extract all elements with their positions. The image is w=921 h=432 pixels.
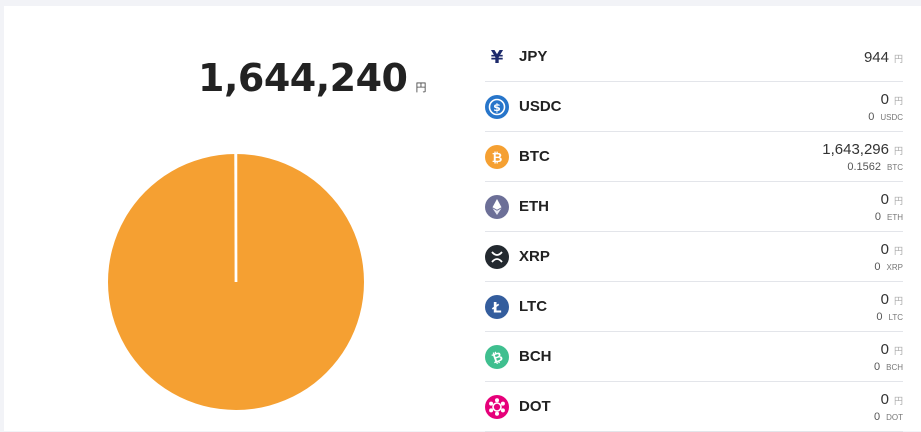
usdc-icon: $: [485, 95, 509, 119]
total-balance-value: 1,644,240: [198, 56, 407, 100]
asset-symbol: JPY: [519, 48, 547, 65]
bitcoin-icon: ₿: [485, 145, 509, 169]
asset-symbol: USDC: [519, 98, 562, 115]
asset-value-ltc: 0: [881, 291, 889, 308]
asset-row-usdc[interactable]: $ USDC 0 円 0 USDC: [485, 82, 903, 132]
asset-amount-dot: 0: [874, 411, 880, 423]
asset-value-unit: 円: [894, 294, 903, 307]
litecoin-icon: Ł: [485, 295, 509, 319]
asset-row-xrp[interactable]: XRP 0 円 0 XRP: [485, 232, 903, 282]
portfolio-card: 1,644,240 円 ¥ JPY 944 円 $ USDC 0: [4, 6, 921, 431]
bitcoin-cash-icon: ₿: [485, 345, 509, 369]
asset-row-ltc[interactable]: Ł LTC 0 円 0 LTC: [485, 282, 903, 332]
asset-row-bch[interactable]: ₿ BCH 0 円 0 BCH: [485, 332, 903, 382]
asset-symbol: BCH: [519, 348, 552, 365]
asset-amount-unit: XRP: [887, 263, 903, 272]
asset-value-bch: 0: [881, 341, 889, 358]
asset-value-xrp: 0: [881, 241, 889, 258]
svg-text:Ł: Ł: [492, 300, 502, 316]
ethereum-icon: [485, 195, 509, 219]
asset-value-unit: 円: [894, 244, 903, 257]
asset-amount-unit: BTC: [887, 163, 903, 172]
asset-value-usdc: 0: [881, 91, 889, 108]
allocation-pie-chart: [106, 152, 366, 412]
asset-amount-xrp: 0: [874, 261, 880, 273]
asset-symbol: BTC: [519, 148, 550, 165]
xrp-icon: [485, 245, 509, 269]
asset-amount-unit: BCH: [886, 363, 903, 372]
total-balance-unit: 円: [415, 79, 426, 95]
asset-amount-ltc: 0: [876, 311, 882, 323]
asset-list: ¥ JPY 944 円 $ USDC 0 円 0: [485, 32, 903, 432]
asset-row-dot[interactable]: DOT 0 円 0 DOT: [485, 382, 903, 432]
asset-row-jpy[interactable]: ¥ JPY 944 円: [485, 32, 903, 82]
asset-amount-btc: 0.1562: [847, 161, 881, 173]
asset-symbol: ETH: [519, 198, 549, 215]
svg-text:₿: ₿: [492, 151, 503, 166]
asset-amount-unit: DOT: [886, 413, 903, 422]
asset-value-jpy: 944: [864, 49, 889, 66]
svg-text:$: $: [493, 101, 501, 114]
asset-amount-eth: 0: [875, 211, 881, 223]
asset-value-dot: 0: [881, 391, 889, 408]
asset-value-unit: 円: [894, 194, 903, 207]
asset-row-eth[interactable]: ETH 0 円 0 ETH: [485, 182, 903, 232]
yen-icon: ¥: [485, 45, 509, 69]
asset-value-unit: 円: [894, 144, 903, 157]
asset-symbol: DOT: [519, 398, 551, 415]
asset-row-btc[interactable]: ₿ BTC 1,643,296 円 0.1562 BTC: [485, 132, 903, 182]
asset-amount-usdc: 0: [868, 111, 874, 123]
asset-value-unit: 円: [894, 394, 903, 407]
asset-value-eth: 0: [881, 191, 889, 208]
asset-amount-unit: ETH: [887, 213, 903, 222]
asset-value-unit: 円: [894, 344, 903, 357]
asset-amount-unit: USDC: [880, 113, 903, 122]
asset-amount-bch: 0: [874, 361, 880, 373]
asset-value-unit: 円: [894, 52, 903, 65]
asset-symbol: LTC: [519, 298, 547, 315]
asset-value-unit: 円: [894, 94, 903, 107]
polkadot-icon: [485, 395, 509, 419]
asset-value-btc: 1,643,296: [822, 141, 889, 158]
asset-symbol: XRP: [519, 248, 550, 265]
svg-text:¥: ¥: [491, 47, 504, 68]
asset-amount-unit: LTC: [888, 313, 903, 322]
total-balance: 1,644,240 円: [198, 56, 426, 116]
